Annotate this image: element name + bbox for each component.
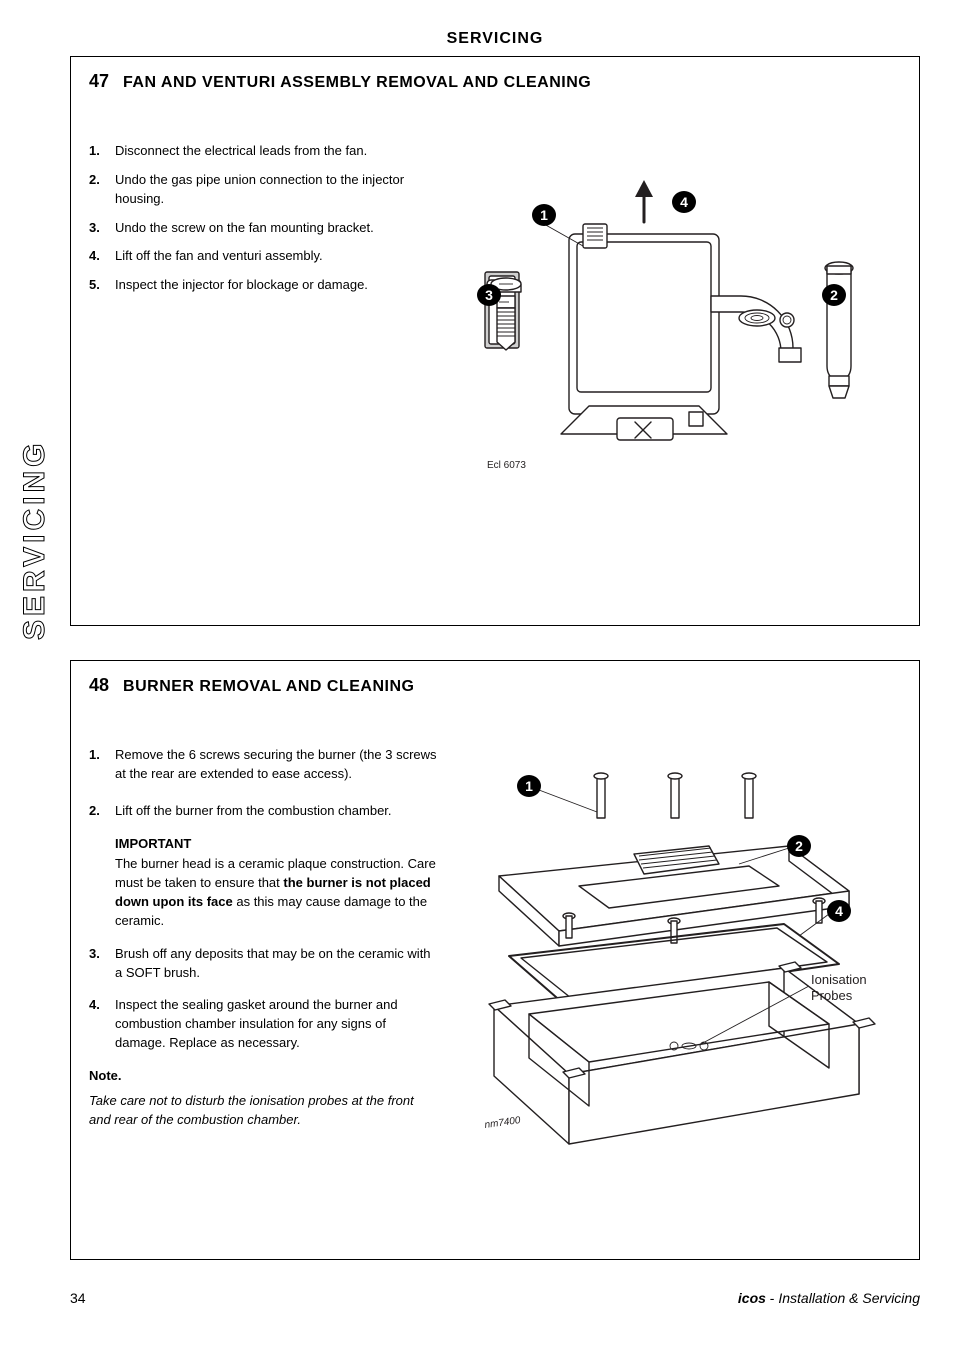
gas-pipe-icon: [825, 262, 853, 398]
svg-text:3: 3: [485, 287, 493, 303]
section-47: 47 FAN AND VENTURI ASSEMBLY REMOVAL AND …: [70, 56, 920, 626]
figure-48-svg: Ionisation Probes nm7400 1 2 4: [439, 746, 899, 1166]
sidebar-text: SERVICING: [18, 440, 51, 641]
step-48-3: Brush off any deposits that may be on th…: [89, 945, 439, 983]
section-47-steps: Disconnect the electrical leads from the…: [89, 142, 439, 497]
svg-text:4: 4: [835, 903, 843, 919]
callout-48-1: 1: [517, 775, 541, 797]
svg-text:2: 2: [795, 838, 803, 854]
callout-47-2: 2: [822, 284, 846, 306]
sidebar-servicing-label: SERVICING: [18, 440, 52, 641]
note-body: Take care not to disturb the ionisation …: [89, 1092, 439, 1130]
section-48-columns: Remove the 6 screws securing the burner …: [89, 746, 901, 1171]
step-48-important: IMPORTANT The burner head is a ceramic p…: [115, 835, 439, 931]
figure-47-ref: Ecl 6073: [487, 460, 526, 471]
page-number: 34: [70, 1290, 86, 1306]
step-47-5: Inspect the injector for blockage or dam…: [89, 276, 439, 295]
page-header: SERVICING: [70, 30, 920, 48]
ionisation-label-line2: Probes: [811, 988, 853, 1003]
lift-arrow-icon: [635, 180, 653, 222]
ionisation-label-line1: Ionisation: [811, 972, 867, 987]
screw-icon: [485, 272, 521, 350]
figure-47-svg: Ecl 6073 1 4 3 2: [439, 142, 899, 492]
callout-48-4: 4: [827, 900, 851, 922]
svg-text:1: 1: [540, 207, 548, 223]
step-48-2: Lift off the burner from the combustion …: [89, 802, 439, 821]
step-47-1: Disconnect the electrical leads from the…: [89, 142, 439, 161]
callout-47-3: 3: [477, 284, 501, 306]
section-47-title-row: 47 FAN AND VENTURI ASSEMBLY REMOVAL AND …: [89, 71, 901, 92]
callout-47-1: 1: [532, 204, 556, 226]
step-47-4: Lift off the fan and venturi assembly.: [89, 247, 439, 266]
section-48-title: BURNER REMOVAL AND CLEANING: [123, 678, 414, 696]
rear-screws-icon: [594, 773, 756, 818]
step-47-2: Undo the gas pipe union connection to th…: [89, 171, 439, 209]
footer-brand: icos: [738, 1290, 766, 1306]
step-48-4: Inspect the sealing gasket around the bu…: [89, 996, 439, 1053]
svg-text:1: 1: [525, 778, 533, 794]
callout-47-4: 4: [672, 191, 696, 213]
section-48-title-row: 48 BURNER REMOVAL AND CLEANING: [89, 675, 901, 696]
step-47-3: Undo the screw on the fan mounting brack…: [89, 219, 439, 238]
section-47-columns: Disconnect the electrical leads from the…: [89, 142, 901, 497]
section-47-figure: Ecl 6073 1 4 3 2: [439, 142, 901, 497]
note-title: Note.: [89, 1067, 439, 1086]
burner-plate-icon: [499, 846, 849, 946]
footer-sep: -: [766, 1290, 778, 1306]
footer-text: Installation & Servicing: [778, 1290, 920, 1306]
section-47-number: 47: [89, 71, 109, 92]
svg-text:2: 2: [830, 287, 838, 303]
section-48-steps: Remove the 6 screws securing the burner …: [89, 746, 439, 1171]
step-48-1: Remove the 6 screws securing the burner …: [89, 746, 439, 784]
footer: icos - Installation & Servicing: [738, 1290, 920, 1306]
svg-text:4: 4: [680, 194, 688, 210]
section-48-figure: Ionisation Probes nm7400 1 2 4: [439, 746, 901, 1171]
section-47-title: FAN AND VENTURI ASSEMBLY REMOVAL AND CLE…: [123, 74, 591, 92]
section-48: 48 BURNER REMOVAL AND CLEANING Remove th…: [70, 660, 920, 1260]
callout-48-2: 2: [787, 835, 811, 857]
figure-48-ref: nm7400: [484, 1115, 522, 1131]
section-48-number: 48: [89, 675, 109, 696]
page-content: SERVICING 47 FAN AND VENTURI ASSEMBLY RE…: [70, 30, 920, 1294]
fan-assembly-icon: [561, 224, 801, 440]
